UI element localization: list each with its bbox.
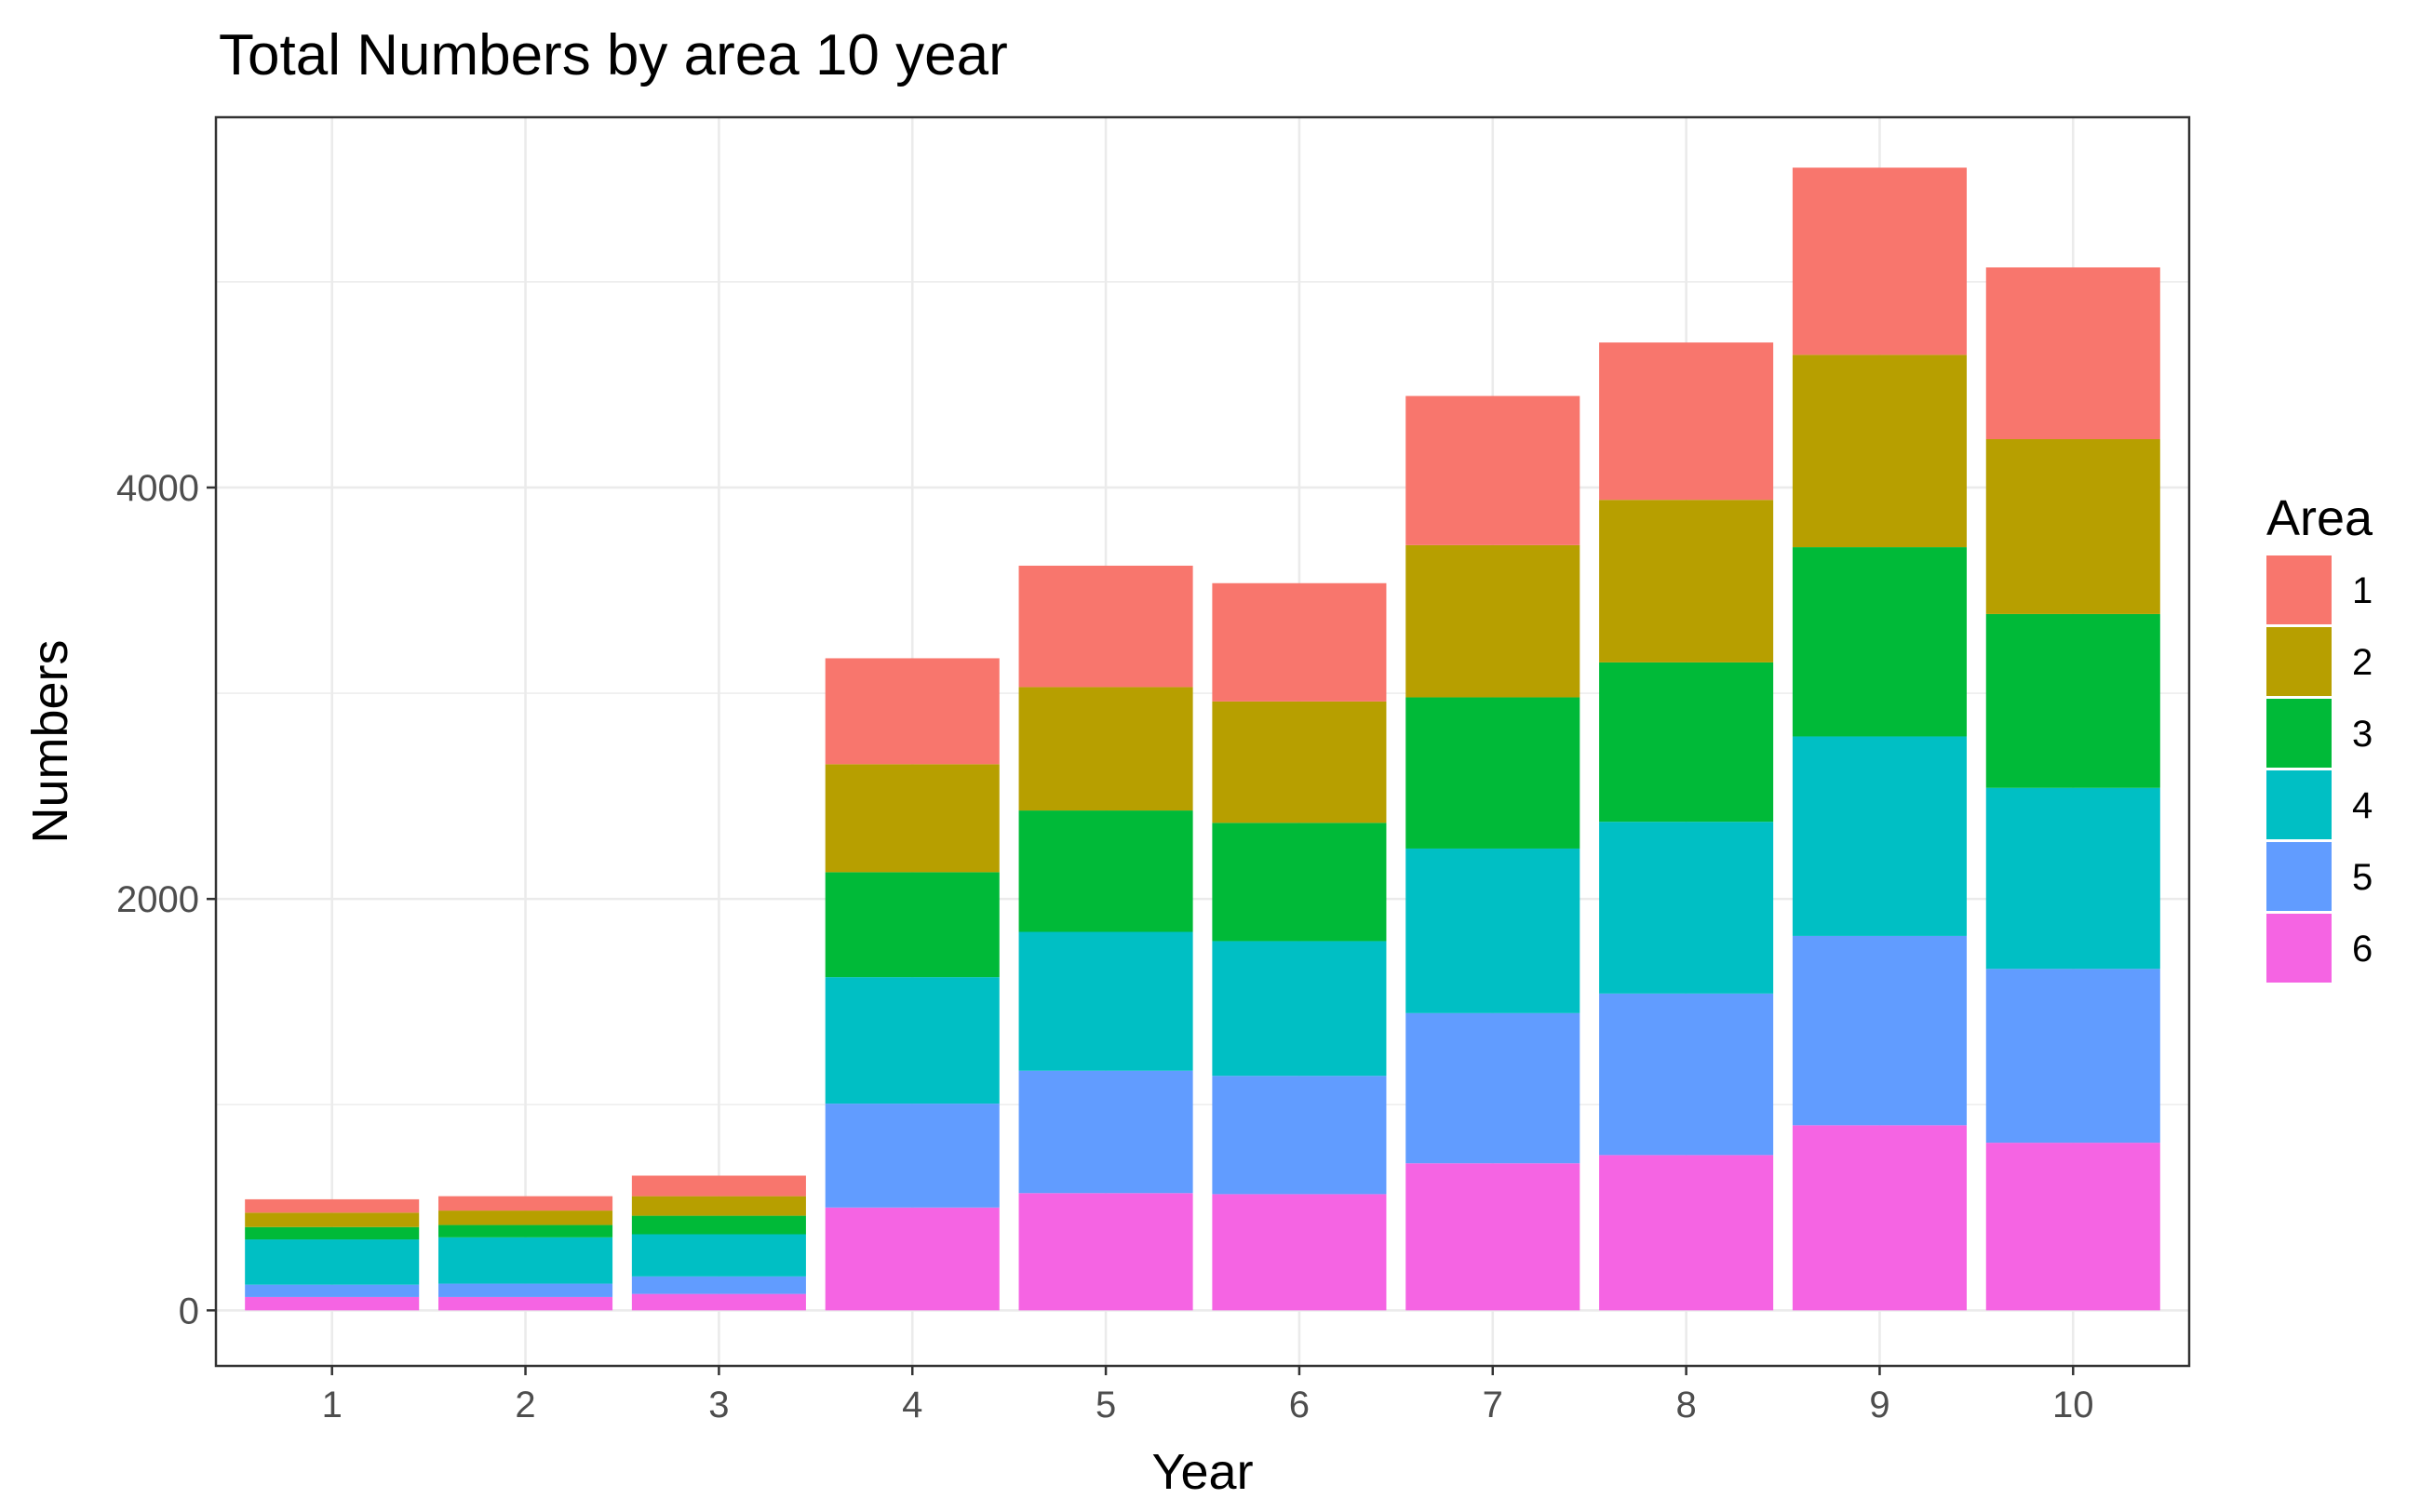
- bar-segment-year-1-area-6: [245, 1296, 420, 1311]
- bar-segment-year-1-area-1: [245, 1198, 420, 1213]
- legend-label-area-6: 6: [2352, 929, 2373, 970]
- bar-segment-year-9-area-5: [1792, 935, 1967, 1126]
- x-tick-label: 3: [708, 1385, 729, 1425]
- axes-layer: 0 2000 4000 1 2 3 4 5 6 7 8 9 10: [116, 468, 2094, 1425]
- bar-segment-year-1-area-2: [245, 1212, 420, 1227]
- bar-segment-year-6-area-6: [1212, 1194, 1387, 1311]
- bar-segment-year-10-area-1: [1985, 267, 2160, 440]
- bar-segment-year-4-area-1: [825, 658, 1000, 765]
- bar-segment-year-8-area-2: [1599, 500, 1774, 662]
- legend-label-area-3: 3: [2352, 714, 2373, 755]
- bar-segment-year-5-area-5: [1018, 1070, 1193, 1194]
- bar-segment-year-9-area-6: [1792, 1125, 1967, 1311]
- bar-segment-year-7-area-3: [1405, 697, 1580, 849]
- bar-segment-year-1-area-5: [245, 1284, 420, 1297]
- bar-segment-year-5-area-3: [1018, 810, 1193, 932]
- bar-segment-year-2-area-1: [438, 1196, 613, 1211]
- bar-segment-year-6-area-1: [1212, 582, 1387, 702]
- y-tick-label: 4000: [116, 468, 199, 509]
- bar-segment-year-8-area-6: [1599, 1155, 1774, 1311]
- bar-segment-year-1-area-3: [245, 1226, 420, 1240]
- bar-segment-year-10-area-3: [1985, 613, 2160, 788]
- chart-title: Total Numbers by area 10 year: [219, 23, 1008, 87]
- bar-segment-year-9-area-1: [1792, 167, 1967, 355]
- bar-segment-year-4-area-3: [825, 872, 1000, 978]
- bar-segment-year-5-area-4: [1018, 931, 1193, 1071]
- bar-segment-year-7-area-5: [1405, 1012, 1580, 1164]
- legend-key-area-4: [2266, 770, 2332, 839]
- bar-segment-year-4-area-2: [825, 764, 1000, 873]
- legend-key-area-5: [2266, 842, 2332, 911]
- x-axis-title: Year: [1151, 1444, 1253, 1500]
- bar-segment-year-5-area-6: [1018, 1193, 1193, 1311]
- bar-segment-year-9-area-2: [1792, 355, 1967, 548]
- legend-key-area-3: [2266, 699, 2332, 768]
- legend-key-area-6: [2266, 914, 2332, 983]
- bar-segment-year-9-area-3: [1792, 547, 1967, 737]
- x-tick-label: 2: [515, 1385, 535, 1425]
- x-tick-label: 4: [902, 1385, 922, 1425]
- bar-segment-year-6-area-5: [1212, 1076, 1387, 1195]
- bar-segment-year-5-area-1: [1018, 565, 1193, 688]
- bar-segment-year-3-area-1: [631, 1175, 806, 1197]
- bar-segment-year-10-area-2: [1985, 439, 2160, 614]
- y-tick-label: 0: [179, 1291, 199, 1331]
- bar-segment-year-8-area-1: [1599, 342, 1774, 501]
- bar-segment-year-3-area-2: [631, 1196, 806, 1216]
- bar-segment-year-1-area-4: [245, 1239, 420, 1285]
- bar-segment-year-9-area-4: [1792, 736, 1967, 936]
- bar-segment-year-7-area-2: [1405, 544, 1580, 698]
- x-tick-label: 7: [1483, 1385, 1503, 1425]
- bar-segment-year-10-area-4: [1985, 787, 2160, 970]
- bar-segment-year-6-area-3: [1212, 823, 1387, 942]
- x-tick-label: 9: [1869, 1385, 1889, 1425]
- bar-segment-year-3-area-4: [631, 1234, 806, 1277]
- bar-segment-year-4-area-5: [825, 1104, 1000, 1208]
- x-tick-label: 5: [1096, 1385, 1116, 1425]
- bar-segment-year-4-area-4: [825, 977, 1000, 1104]
- legend-key-area-1: [2266, 555, 2332, 624]
- bar-segment-year-3-area-5: [631, 1276, 806, 1294]
- legend-label-area-2: 2: [2352, 642, 2373, 683]
- bar-segment-year-4-area-6: [825, 1207, 1000, 1311]
- x-tick-label: 6: [1289, 1385, 1310, 1425]
- bar-segment-year-7-area-1: [1405, 395, 1580, 545]
- legend: Area 1 2 3 4 5 6: [2266, 490, 2373, 983]
- bar-segment-year-10-area-6: [1985, 1143, 2160, 1311]
- x-tick-label: 1: [322, 1385, 343, 1425]
- panel-border: [214, 115, 2191, 1368]
- bar-segment-year-8-area-5: [1599, 993, 1774, 1156]
- bar-segment-year-2-area-5: [438, 1283, 613, 1297]
- bar-segment-year-6-area-4: [1212, 941, 1387, 1077]
- bar-segment-year-2-area-3: [438, 1224, 613, 1238]
- bar-segment-year-7-area-6: [1405, 1163, 1580, 1311]
- bar-segment-year-8-area-3: [1599, 662, 1774, 823]
- bar-segment-year-5-area-2: [1018, 687, 1193, 811]
- bar-segment-year-3-area-6: [631, 1293, 806, 1311]
- y-tick-label: 2000: [116, 879, 199, 920]
- bar-segment-year-8-area-4: [1599, 822, 1774, 994]
- bar-segment-year-3-area-3: [631, 1215, 806, 1235]
- bar-segment-year-2-area-4: [438, 1237, 613, 1284]
- x-tick-label: 10: [2052, 1385, 2094, 1425]
- bars-layer: [245, 167, 2160, 1311]
- bar-segment-year-7-area-4: [1405, 848, 1580, 1013]
- legend-title: Area: [2266, 490, 2373, 546]
- legend-key-area-2: [2266, 627, 2332, 696]
- legend-label-area-1: 1: [2352, 570, 2373, 611]
- y-axis-title: Numbers: [22, 639, 78, 843]
- legend-label-area-5: 5: [2352, 857, 2373, 898]
- bar-segment-year-10-area-5: [1985, 969, 2160, 1144]
- legend-label-area-4: 4: [2352, 785, 2373, 826]
- bar-segment-year-6-area-2: [1212, 701, 1387, 823]
- bar-segment-year-2-area-2: [438, 1211, 613, 1225]
- bar-segment-year-2-area-6: [438, 1296, 613, 1311]
- x-tick-label: 8: [1675, 1385, 1696, 1425]
